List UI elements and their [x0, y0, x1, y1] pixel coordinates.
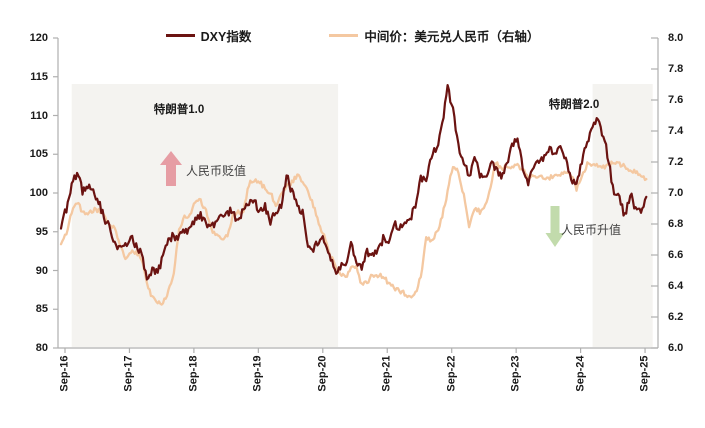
- x-axis-tick-label: Sep-16: [58, 355, 71, 392]
- x-axis-tick-label: Sep-21: [380, 355, 393, 392]
- right-axis-tick-label: 7.0: [668, 187, 684, 199]
- era-label-trump-1: 特朗普1.0: [153, 104, 205, 116]
- rmb-appreciation-down-arrow-icon: [545, 206, 565, 247]
- right-axis-tick-label: 8.0: [668, 32, 684, 44]
- right-axis-tick-label: 6.6: [668, 249, 684, 261]
- era-label-trump-2: 特朗普2.0: [548, 99, 600, 111]
- left-axis-tick-label: 110: [30, 110, 48, 122]
- left-axis-tick-label: 120: [29, 32, 48, 44]
- left-axis-tick-label: 80: [35, 342, 48, 354]
- rmb-appreciation-label: 人民币升值: [561, 223, 622, 237]
- left-axis-tick-label: 105: [29, 148, 48, 160]
- era-shade-1: [71, 84, 339, 347]
- dxy-line-swatch-icon: [165, 33, 195, 37]
- x-axis-tick-label: Sep-23: [509, 355, 522, 392]
- left-axis-tick-label: 85: [35, 303, 48, 315]
- x-axis-tick-label: Sep-20: [316, 355, 329, 392]
- right-axis-tick-label: 6.4: [668, 280, 684, 292]
- legend-item-cny: 中间价：美元兑人民币（右轴）: [329, 26, 539, 45]
- left-axis-tick-label: 115: [30, 71, 48, 83]
- right-axis-tick-label: 7.2: [668, 156, 684, 168]
- right-axis-tick-label: 7.4: [668, 125, 684, 137]
- right-axis-tick-label: 7.6: [668, 94, 684, 106]
- x-axis-tick-label: Sep-25: [638, 355, 651, 392]
- left-axis-tick-label: 95: [35, 226, 48, 238]
- x-axis-tick-label: Sep-22: [445, 355, 458, 392]
- x-axis-tick-label: Sep-24: [574, 355, 587, 392]
- legend-item-dxy: DXY指数: [165, 26, 252, 45]
- legend-label-dxy: DXY指数: [200, 29, 252, 44]
- x-axis-tick-label: Sep-18: [187, 355, 200, 392]
- cny-parity-line: [59, 160, 648, 306]
- rmb-depreciation-label: 人民币贬值: [186, 164, 247, 178]
- left-axis-tick-label: 100: [29, 187, 48, 199]
- right-axis-tick-label: 6.2: [668, 311, 684, 323]
- right-axis-tick-label: 7.8: [668, 63, 684, 75]
- x-axis-tick-label: Sep-17: [122, 355, 135, 392]
- right-axis-tick-label: 6.8: [668, 218, 684, 230]
- left-axis-tick-label: 90: [35, 265, 48, 277]
- cny-line-swatch-icon: [329, 33, 359, 37]
- chart-legend: DXY指数 中间价：美元兑人民币（右轴）: [0, 26, 705, 45]
- right-axis-tick-label: 6.0: [668, 342, 684, 354]
- dxy-index-line: [59, 84, 648, 281]
- rmb-depreciation-up-arrow-icon: [160, 151, 182, 186]
- legend-label-cny: 中间价：美元兑人民币（右轴）: [364, 29, 540, 44]
- x-axis-tick-label: Sep-19: [251, 355, 264, 392]
